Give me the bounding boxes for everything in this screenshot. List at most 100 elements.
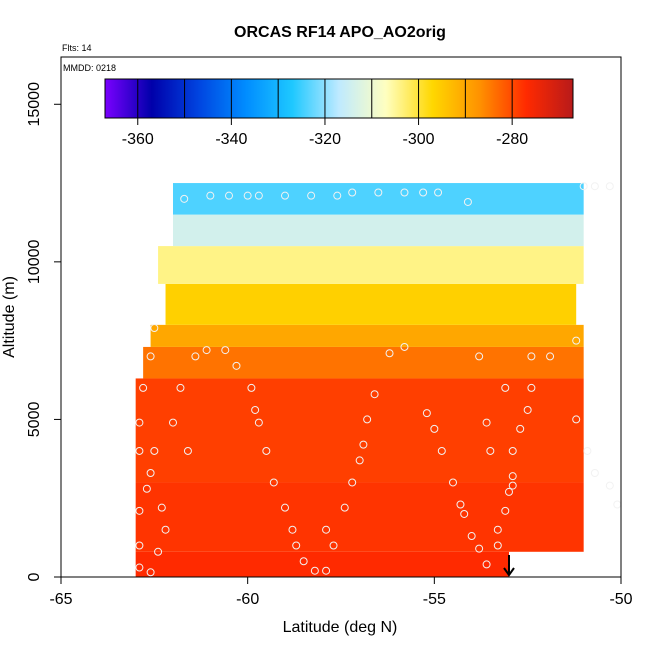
- sample-point: [146, 469, 155, 477]
- sample-point: [355, 456, 364, 465]
- sample-point: [516, 424, 525, 433]
- sample-point: [340, 503, 349, 512]
- sample-point: [613, 500, 621, 509]
- colorbar: -360 -340 -320 -300 -280: [104, 78, 574, 148]
- sample-point: [157, 503, 166, 512]
- date-annotation: MMDD: 0218: [63, 63, 116, 73]
- sample-point: [605, 481, 614, 490]
- sample-point: [579, 182, 588, 191]
- sample-point: [161, 525, 170, 534]
- sample-point: [463, 197, 472, 206]
- axes: -65 -60 -55 -50 0 5000 10000 15000: [26, 82, 633, 608]
- sample-point: [180, 194, 189, 203]
- sample-point: [400, 188, 409, 197]
- colorbar-tick-label: -340: [215, 131, 247, 148]
- heatmap-band: [165, 283, 577, 325]
- sample-point: [232, 361, 241, 370]
- sample-point: [135, 446, 144, 455]
- sample-point: [374, 188, 383, 197]
- sample-point: [142, 484, 151, 493]
- sample-point: [135, 506, 144, 515]
- sample-point: [243, 191, 252, 200]
- sample-point: [385, 349, 394, 358]
- y-tick-label: 15000: [26, 82, 43, 127]
- colorbar-tick-label: -320: [309, 131, 341, 148]
- sample-point: [221, 346, 230, 355]
- sample-point: [449, 478, 457, 487]
- x-tick-label: -65: [49, 591, 72, 608]
- x-tick-label: -50: [609, 591, 632, 608]
- sample-point: [254, 418, 263, 427]
- sample-point: [281, 191, 289, 200]
- sample-point: [493, 541, 502, 550]
- sample-point: [572, 336, 581, 345]
- sample-point: [176, 383, 185, 392]
- sample-point: [527, 352, 536, 361]
- sample-point: [251, 405, 260, 414]
- sample-point: [572, 415, 581, 424]
- colorbar-gradient: [104, 78, 574, 119]
- sample-point: [370, 390, 379, 399]
- sample-point: [254, 191, 263, 200]
- sample-point: [475, 544, 484, 553]
- sample-point: [434, 188, 443, 197]
- sample-point: [456, 500, 465, 509]
- y-tick-label: 0: [26, 572, 43, 581]
- sample-point: [482, 560, 491, 569]
- heatmap-band: [135, 551, 509, 577]
- sample-point: [475, 352, 484, 361]
- sample-point: [154, 547, 163, 556]
- sample-point: [605, 182, 614, 191]
- sample-point: [527, 383, 536, 392]
- sample-point: [146, 352, 155, 361]
- colorbar-tick-label: -360: [122, 131, 154, 148]
- heatmap-band: [173, 183, 584, 215]
- sample-point: [508, 481, 517, 490]
- sample-point: [269, 478, 278, 487]
- sample-point: [310, 566, 319, 575]
- sample-point: [150, 446, 159, 455]
- sample-point: [363, 415, 372, 424]
- plot-frame: [60, 56, 622, 578]
- x-axis-label: Latitude (deg N): [283, 619, 398, 636]
- heatmap-band: [143, 346, 584, 379]
- sample-point: [400, 342, 409, 351]
- sample-point: [482, 418, 491, 427]
- sample-point: [437, 446, 446, 455]
- flights-annotation: Flts: 14: [62, 43, 92, 53]
- sample-point: [467, 532, 476, 541]
- sample-point: [135, 541, 144, 550]
- heatmap-band: [150, 324, 584, 347]
- sample-point: [281, 503, 289, 512]
- location-arrow: [503, 555, 515, 577]
- sample-point: [501, 383, 510, 392]
- chart-title: ORCAS RF14 APO_AO2orig: [234, 24, 446, 41]
- sample-point: [590, 182, 599, 191]
- sample-point: [150, 324, 159, 333]
- sample-point: [501, 506, 510, 515]
- sample-point: [493, 525, 502, 534]
- sample-point: [135, 418, 144, 427]
- sample-point: [359, 440, 368, 449]
- y-axis-label: Altitude (m): [1, 276, 18, 358]
- plot-area: [135, 182, 621, 577]
- x-tick-label: -60: [236, 591, 259, 608]
- heatmap-band: [173, 214, 584, 247]
- sample-point: [202, 346, 211, 355]
- sample-point: [307, 191, 316, 200]
- sample-point: [146, 568, 155, 577]
- sample-point: [460, 509, 469, 518]
- sample-point: [430, 424, 439, 433]
- sample-point: [322, 566, 331, 575]
- heatmap-band: [158, 246, 584, 284]
- colorbar-tick-label: -280: [496, 131, 528, 148]
- sample-point: [191, 352, 200, 361]
- sample-point: [206, 191, 215, 200]
- heatmap-band: [135, 378, 584, 483]
- heatmap-band: [135, 482, 584, 552]
- sample-point: [139, 383, 148, 392]
- sample-point: [508, 472, 517, 481]
- sample-point: [546, 352, 555, 361]
- sample-point: [169, 418, 177, 427]
- sample-point: [508, 446, 517, 455]
